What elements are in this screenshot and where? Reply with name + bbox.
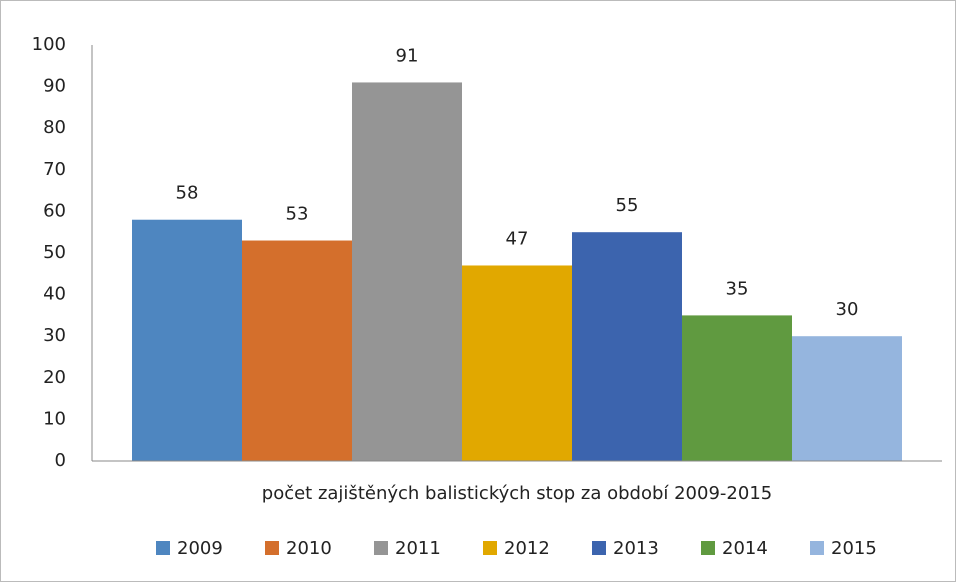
bar xyxy=(132,219,242,461)
data-label: 53 xyxy=(286,204,309,225)
legend-swatch xyxy=(374,541,388,555)
y-tick-label: 40 xyxy=(43,284,66,305)
data-label: 35 xyxy=(726,278,749,299)
y-tick-label: 20 xyxy=(43,367,66,388)
y-tick-label: 60 xyxy=(43,200,66,221)
bar xyxy=(572,232,682,461)
bar xyxy=(682,315,792,461)
legend-swatch xyxy=(265,541,279,555)
legend-label: 2009 xyxy=(177,538,223,559)
bar xyxy=(792,336,902,461)
y-tick-label: 50 xyxy=(43,242,66,263)
legend-label: 2011 xyxy=(395,538,441,559)
legend-swatch xyxy=(156,541,170,555)
legend-label: 2014 xyxy=(722,538,768,559)
legend-label: 2015 xyxy=(831,538,877,559)
legend-swatch xyxy=(810,541,824,555)
y-tick-label: 10 xyxy=(43,408,66,429)
y-tick-label: 70 xyxy=(43,159,66,180)
y-tick-label: 30 xyxy=(43,325,66,346)
legend-swatch xyxy=(592,541,606,555)
x-tick-label: počet zajištěných balistických stop za o… xyxy=(262,483,772,504)
y-tick-label: 80 xyxy=(43,117,66,138)
y-tick-label: 0 xyxy=(55,450,66,471)
legend-swatch xyxy=(483,541,497,555)
data-label: 91 xyxy=(396,45,419,66)
y-tick-label: 90 xyxy=(43,76,66,97)
data-label: 47 xyxy=(506,228,529,249)
bar xyxy=(242,240,352,461)
bar xyxy=(352,82,462,461)
data-label: 30 xyxy=(836,299,859,320)
y-tick-label: 100 xyxy=(32,34,66,55)
legend-label: 2010 xyxy=(286,538,332,559)
data-label: 55 xyxy=(616,195,639,216)
bar xyxy=(462,265,572,461)
legend-label: 2013 xyxy=(613,538,659,559)
legend-swatch xyxy=(701,541,715,555)
data-label: 58 xyxy=(176,183,199,204)
legend-label: 2012 xyxy=(504,538,550,559)
